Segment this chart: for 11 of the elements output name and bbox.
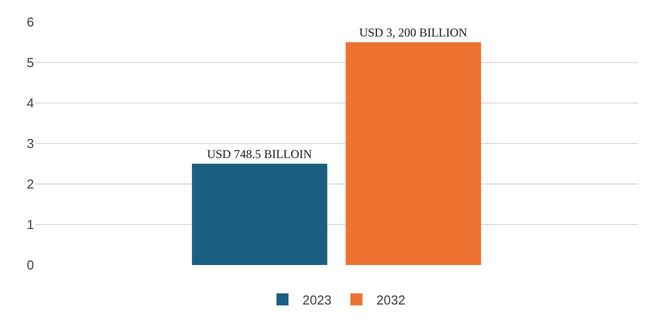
y-tick-label: 2 [26,176,34,192]
legend-label: 2032 [376,292,406,308]
y-tick-label: 5 [26,55,34,70]
data-label: USD 748.5 BILLOIN [206,146,312,161]
y-tick-label: 6 [26,14,34,30]
y-tick-label: 3 [26,136,34,152]
y-tick-label: 0 [26,258,34,273]
y-tick-label: 1 [26,217,34,232]
legend-label: 2023 [302,292,332,308]
data-label: USD 3, 200 BILLION [359,25,468,40]
y-tick-label: 4 [26,96,34,111]
